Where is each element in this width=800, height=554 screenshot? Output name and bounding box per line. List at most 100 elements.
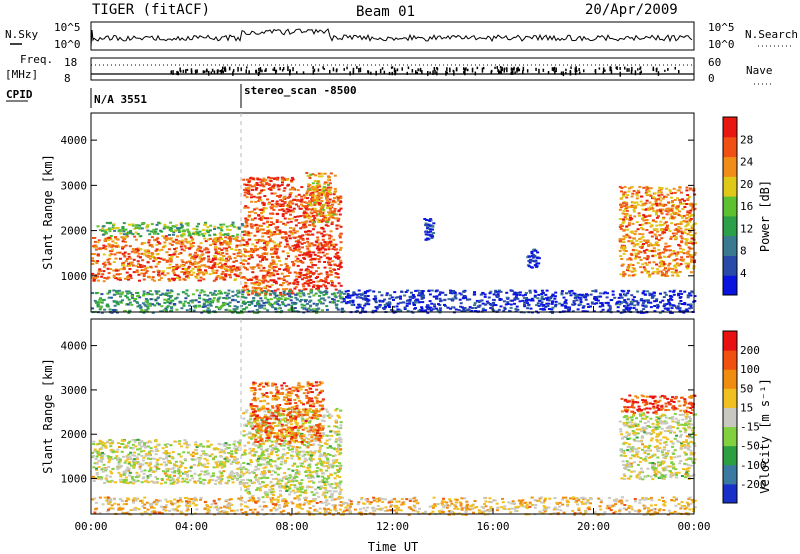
- data-cell: [175, 268, 178, 271]
- data-cell: [430, 289, 434, 292]
- data-cell: [623, 228, 626, 231]
- data-cell: [310, 288, 314, 291]
- data-cell: [262, 185, 266, 188]
- data-cell: [307, 280, 311, 283]
- data-cell: [633, 215, 637, 218]
- data-cell: [551, 306, 555, 309]
- data-cell: [300, 221, 304, 224]
- data-cell: [565, 292, 568, 295]
- data-cell: [313, 264, 317, 267]
- data-cell: [102, 244, 106, 247]
- data-cell: [644, 299, 648, 302]
- data-cell: [625, 196, 629, 199]
- data-cell: [664, 203, 668, 206]
- data-cell: [295, 275, 299, 278]
- data-cell: [127, 467, 131, 470]
- data-cell: [180, 224, 184, 227]
- data-cell: [572, 300, 576, 302]
- data-cell: [544, 305, 548, 308]
- data-cell: [679, 263, 683, 266]
- data-cell: [362, 298, 366, 301]
- data-cell: [631, 192, 635, 195]
- data-cell: [147, 451, 151, 454]
- data-cell: [240, 296, 244, 298]
- data-cell: [217, 258, 221, 261]
- data-cell: [627, 222, 631, 225]
- data-cell: [649, 187, 653, 190]
- data-cell: [311, 197, 315, 200]
- data-cell: [622, 201, 626, 203]
- freq-marker: [190, 68, 193, 73]
- data-cell: [288, 290, 291, 293]
- data-cell: [255, 248, 259, 251]
- data-cell: [145, 226, 149, 229]
- data-cell: [227, 296, 231, 299]
- data-cell: [107, 272, 111, 275]
- data-cell: [385, 294, 389, 297]
- freq-marker: [367, 70, 370, 75]
- data-cell: [293, 198, 297, 201]
- data-cell: [687, 196, 691, 198]
- data-cell: [330, 280, 334, 282]
- data-cell: [688, 212, 692, 214]
- data-cell: [396, 296, 400, 299]
- data-cell: [306, 240, 310, 243]
- data-cell: [214, 278, 218, 281]
- data-cell: [171, 225, 175, 227]
- data-cell: [576, 295, 580, 297]
- data-cell: [640, 226, 643, 229]
- data-cell: [269, 304, 273, 307]
- data-cell: [672, 187, 676, 190]
- data-cell: [475, 299, 479, 302]
- data-cell: [169, 301, 173, 304]
- data-cell: [300, 278, 304, 281]
- data-cell: [659, 229, 663, 231]
- data-cell: [276, 178, 279, 181]
- data-cell: [669, 208, 673, 211]
- data-cell: [247, 257, 251, 260]
- data-cell: [283, 268, 287, 271]
- data-cell: [291, 210, 295, 213]
- data-cell: [441, 291, 445, 294]
- data-cell: [279, 293, 283, 296]
- data-cell: [282, 222, 286, 225]
- data-cell: [673, 229, 677, 232]
- data-cell: [344, 290, 348, 293]
- data-cell: [669, 213, 673, 216]
- data-cell: [465, 298, 469, 301]
- data-cell: [202, 257, 206, 260]
- data-cell: [259, 216, 263, 219]
- data-cell: [503, 307, 507, 310]
- data-cell: [551, 294, 554, 297]
- data-cell: [641, 223, 645, 226]
- data-cell: [129, 231, 133, 234]
- data-cell: [658, 251, 662, 254]
- data-cell: [191, 293, 195, 296]
- data-cell: [231, 290, 235, 293]
- data-cell: [632, 267, 636, 270]
- data-cell: [140, 264, 144, 267]
- data-cell: [668, 189, 672, 192]
- data-cell: [247, 188, 251, 191]
- data-cell: [658, 234, 662, 237]
- data-cell: [685, 238, 689, 241]
- data-cell: [374, 306, 378, 309]
- data-cell: [485, 300, 489, 303]
- data-cell: [319, 242, 323, 245]
- data-cell: [119, 229, 123, 232]
- data-cell: [247, 190, 251, 193]
- data-cell: [655, 228, 659, 231]
- data-cell: [212, 466, 216, 469]
- data-cell: [224, 442, 228, 445]
- data-cell: [329, 235, 333, 238]
- data-cell: [326, 240, 330, 243]
- data-cell: [203, 473, 207, 476]
- data-cell: [155, 248, 159, 251]
- data-cell: [667, 301, 671, 304]
- data-cell: [274, 280, 278, 283]
- data-cell: [296, 260, 300, 263]
- data-cell: [253, 311, 257, 314]
- data-cell: [515, 305, 519, 308]
- data-cell: [309, 275, 312, 278]
- data-cell: [113, 229, 117, 232]
